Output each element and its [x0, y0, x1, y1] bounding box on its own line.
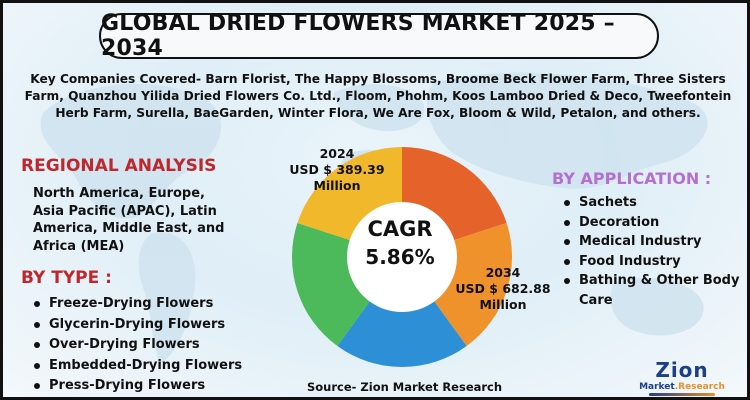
- key-companies-text: Key Companies Covered- Barn Florist, The…: [24, 72, 732, 120]
- list-item: Medical Industry: [559, 232, 747, 252]
- list-item: Decoration: [559, 213, 747, 233]
- list-item: Press-Drying Flowers: [29, 376, 242, 397]
- logo-sub-main: Market: [639, 382, 675, 392]
- logo-name: Zion: [655, 358, 709, 382]
- list-item: Freeze-Drying Flowers: [29, 294, 242, 315]
- market-2024-year: 2024: [319, 146, 355, 161]
- title-banner: GLOBAL DRIED FLOWERS MARKET 2025 – 2034: [99, 11, 659, 61]
- cagr-label: CAGR: [367, 217, 433, 241]
- list-item: Sachets: [559, 193, 747, 213]
- regional-analysis-heading: REGIONAL ANALYSIS: [21, 156, 217, 176]
- logo-sub-accent: .Research: [674, 382, 725, 392]
- market-2024-unit: Million: [313, 178, 361, 193]
- market-2034-label: 2034 USD $ 682.88 Million: [443, 265, 563, 313]
- page-title: GLOBAL DRIED FLOWERS MARKET 2025 – 2034: [101, 11, 615, 61]
- market-donut-chart: [292, 147, 512, 367]
- market-2034-year: 2034: [485, 265, 521, 280]
- zion-logo: Zion Market.Research: [637, 359, 727, 397]
- market-2034-value: USD $ 682.88: [455, 281, 551, 296]
- market-2024-label: 2024 USD $ 389.39 Million: [277, 146, 397, 194]
- list-item: Embedded-Drying Flowers: [29, 356, 242, 377]
- list-item: Over-Drying Flowers: [29, 335, 242, 356]
- donut-hole: [347, 202, 457, 312]
- by-type-heading: BY TYPE :: [21, 268, 112, 288]
- logo-underline: [649, 393, 715, 396]
- logo-subtitle: Market.Research: [637, 381, 727, 393]
- cagr-value: 5.86%: [365, 245, 435, 269]
- by-application-list: Sachets Decoration Medical Industry Food…: [559, 193, 747, 310]
- source-credit: Source- Zion Market Research: [307, 380, 503, 394]
- cagr-center-label: CAGR 5.86%: [350, 216, 450, 272]
- list-item: Bathing & Other Body Care: [559, 271, 747, 310]
- by-application-heading: BY APPLICATION :: [552, 169, 712, 188]
- list-item: Food Industry: [559, 252, 747, 272]
- regional-analysis-text: North America, Europe, Asia Pacific (APA…: [33, 186, 225, 254]
- market-2034-unit: Million: [479, 297, 527, 312]
- list-item: Glycerin-Drying Flowers: [29, 315, 242, 336]
- market-2024-value: USD $ 389.39: [289, 162, 385, 177]
- by-type-list: Freeze-Drying Flowers Glycerin-Drying Fl…: [29, 294, 242, 397]
